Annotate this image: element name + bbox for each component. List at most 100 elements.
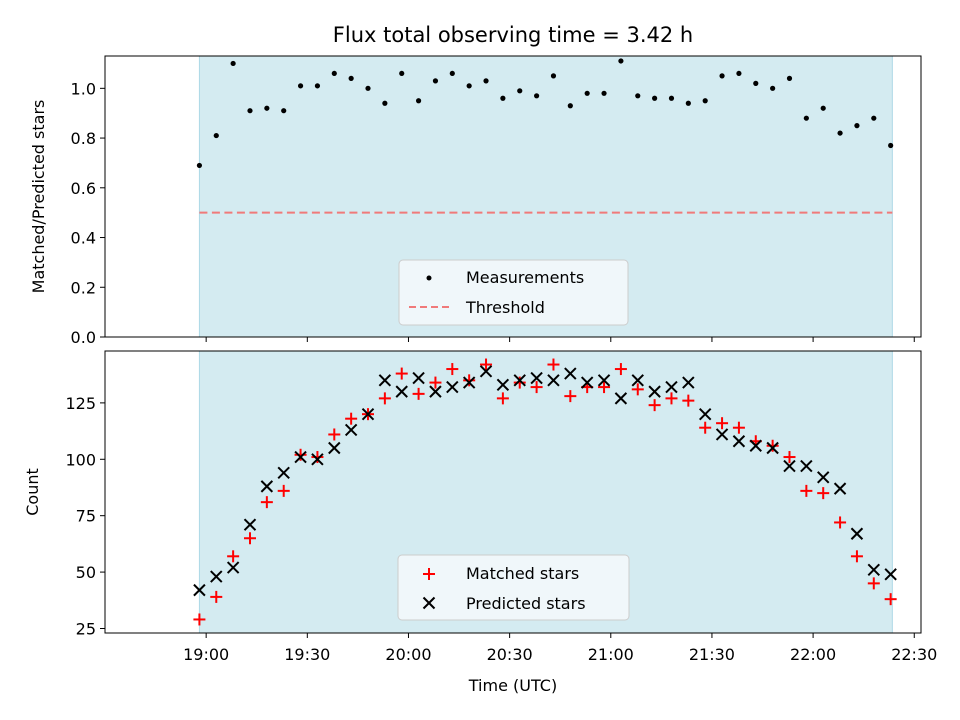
predicted-star-point [412, 371, 425, 385]
matched-star-point [564, 390, 577, 403]
predicted-star-point [378, 374, 392, 387]
x-stroke [564, 367, 577, 380]
measurement-point [736, 70, 742, 77]
measurement-point [365, 85, 371, 91]
predicted-star-point [193, 583, 206, 597]
matched-star-point [884, 593, 897, 606]
bottom-legend-box [397, 554, 630, 621]
matched-star-point [210, 590, 223, 603]
measurement-point [635, 93, 641, 99]
matched-star-point [817, 487, 830, 500]
measurement-point [196, 162, 203, 169]
predicted-star-point [884, 568, 897, 581]
x-stroke [547, 374, 560, 387]
x-stroke [648, 385, 661, 398]
matched-star-point [395, 367, 408, 380]
predicted-star-point [867, 563, 881, 577]
predicted-star-point [800, 459, 813, 473]
matched-star-point [631, 383, 644, 396]
measurement-point [550, 73, 557, 79]
x-tick-label: 21:00 [588, 645, 634, 664]
x-tick-label: 19:00 [183, 645, 229, 664]
x-stroke [496, 378, 510, 392]
x-stroke [412, 371, 425, 385]
x-stroke [378, 374, 392, 387]
predicted-star-point [749, 439, 762, 452]
y-tick-label: 0.8 [71, 129, 96, 148]
matched-star-point [243, 532, 256, 545]
measurement-point [483, 78, 489, 84]
matched-star-point [446, 363, 459, 376]
measurement-point [534, 93, 540, 99]
y-tick-label: 0.6 [71, 179, 96, 198]
predicted-star-point [513, 374, 526, 387]
legend-plus-glyph [423, 568, 435, 580]
top-panel: 0.0 0.2 0.4 0.6 0.8 1.0 Flux total observing … [29, 23, 922, 347]
measurement-point [399, 70, 405, 77]
matched-star-point [429, 376, 442, 389]
matched-star-point [277, 484, 290, 497]
measurement-point [685, 100, 691, 106]
x-stroke [277, 466, 290, 480]
measurement-point [770, 85, 776, 91]
measurement-point [888, 142, 894, 149]
x-stroke [631, 374, 644, 387]
legend-x-glyph [422, 596, 436, 610]
top-axes-frame [104, 55, 922, 338]
chart-title: Flux total observing time = 3.42 h [333, 23, 693, 47]
matched-star-point [480, 358, 493, 371]
measurement-point [382, 100, 388, 106]
matched-star-point [227, 550, 240, 563]
predicted-star-point [243, 518, 257, 531]
measurement-point [837, 130, 843, 136]
x-tick-label: 22:30 [891, 645, 937, 664]
predicted-star-point [547, 374, 560, 387]
measurement-point [297, 83, 304, 89]
measurement-point [753, 80, 759, 86]
x-stroke [597, 374, 611, 387]
matched-star-point [614, 363, 627, 376]
y-tick-label: 0.0 [71, 328, 96, 347]
measurement-point [281, 108, 287, 114]
measurement-point [432, 78, 439, 84]
x-stroke [665, 380, 678, 394]
measurement-point [786, 75, 793, 81]
x-stroke [783, 459, 796, 473]
matched-star-point [412, 387, 425, 400]
predicted-star-point [395, 385, 408, 398]
x-stroke [513, 374, 526, 387]
predicted-star-point [226, 561, 240, 574]
measurement-point [702, 98, 708, 104]
y-tick-label: 1.0 [71, 79, 96, 98]
y-tick-label: 25 [76, 619, 96, 638]
x-stroke [867, 563, 881, 577]
matched-star-point [598, 381, 611, 394]
x-stroke [243, 518, 257, 531]
predicted-star-point [817, 471, 830, 484]
y-tick-label: 100 [65, 450, 96, 469]
x-stroke [766, 441, 779, 455]
x-stroke [462, 376, 476, 389]
x-stroke [817, 471, 830, 484]
legend-label-matched-stars: Matched stars [466, 564, 579, 583]
predicted-star-point [833, 482, 847, 495]
predicted-star-point [311, 453, 324, 466]
x-stroke [344, 423, 358, 437]
predicted-star-point [429, 385, 442, 398]
predicted-star-point [597, 374, 611, 387]
x-stroke [749, 439, 762, 452]
predicted-star-point [294, 450, 307, 464]
matched-star-point [193, 613, 206, 626]
x-stroke [479, 365, 493, 378]
predicted-star-point [682, 376, 695, 389]
predicted-star-point [479, 365, 493, 378]
predicted-star-point [580, 376, 594, 389]
measurement-point [466, 83, 472, 89]
x-tick-label: 22:00 [790, 645, 836, 664]
measurement-point [601, 90, 607, 96]
matched-star-point [850, 550, 863, 563]
measurement-point [348, 75, 354, 81]
predicted-star-point [648, 385, 661, 398]
matched-star-point [766, 439, 779, 452]
